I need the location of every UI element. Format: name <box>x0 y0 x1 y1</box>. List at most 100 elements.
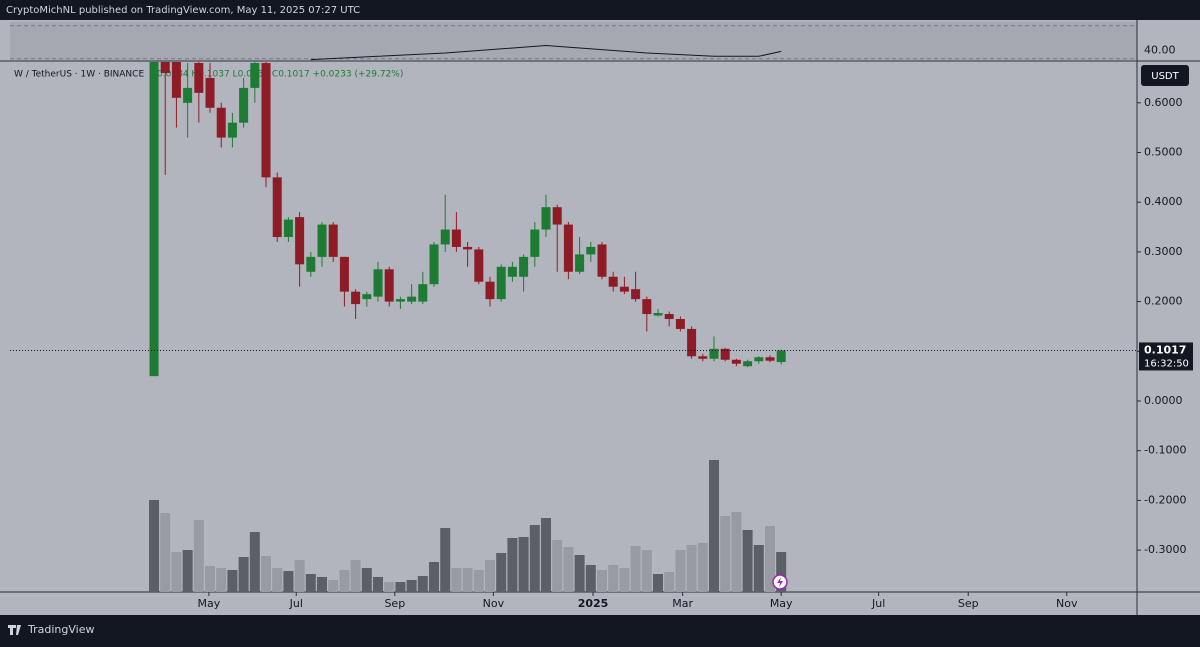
candle-body <box>306 256 316 272</box>
volume-bar <box>406 580 417 592</box>
volume-bar <box>574 555 585 592</box>
x-tick-label: Nov <box>483 597 505 610</box>
candle-body <box>283 219 293 237</box>
candle-body <box>440 229 450 245</box>
volume-bar <box>384 582 395 592</box>
candle-body <box>250 63 260 88</box>
symbol: W / TetherUS · 1W · BINANCE <box>14 70 144 80</box>
currency-box <box>1141 65 1189 86</box>
candle-body <box>765 357 775 361</box>
x-tick-label: Jul <box>871 597 885 610</box>
volume-bar <box>652 574 663 592</box>
volume-bar <box>395 582 406 592</box>
volume-bar <box>641 550 652 592</box>
volume-bar <box>283 571 294 592</box>
x-tick-label: Sep <box>384 597 405 610</box>
candle-body <box>239 87 249 123</box>
candle-body <box>395 299 405 302</box>
volume-bar <box>473 570 484 592</box>
rsi-line <box>310 45 782 61</box>
volume-bar <box>742 530 753 592</box>
volume-bar <box>216 568 227 592</box>
candle-body <box>631 289 641 300</box>
candle-body <box>351 291 361 305</box>
candle-body <box>463 246 473 250</box>
volume-bar <box>249 532 260 592</box>
volume-bar <box>764 526 775 592</box>
volume-bar <box>373 577 384 592</box>
volume-bar <box>541 518 552 592</box>
x-tick-label: Sep <box>958 597 979 610</box>
volume-bar <box>261 556 272 592</box>
volume-bar <box>630 546 641 592</box>
candle-body <box>608 276 618 287</box>
volume-bar <box>507 538 518 592</box>
candle-body <box>653 313 663 316</box>
y-tick-label: 0.3000 <box>1144 245 1183 258</box>
volume-bar <box>451 568 462 592</box>
countdown: 16:32:50 <box>1144 358 1189 369</box>
candle-body <box>776 350 786 363</box>
candle-body <box>720 348 730 360</box>
candle-body <box>530 229 540 257</box>
candle-body <box>261 63 271 178</box>
candle-body <box>429 244 439 285</box>
y-tick-label: -0.1000 <box>1144 444 1186 457</box>
volume-bar <box>205 566 216 592</box>
ohlc-legend: O0.0784 H0.1037 L0.0734 C0.1017 +0.0233 … <box>150 70 403 80</box>
candle-body <box>384 269 394 302</box>
y-tick-label: 0.0000 <box>1144 394 1183 407</box>
volume-bar <box>563 547 574 592</box>
y-tick-label: 0.4000 <box>1144 195 1183 208</box>
candle-body <box>597 244 607 277</box>
volume-bar <box>339 570 350 592</box>
volume-bar <box>753 545 764 592</box>
volume-bar <box>294 560 305 592</box>
volume-bar <box>328 580 339 592</box>
volume-bar <box>462 568 473 592</box>
candle-body <box>183 87 193 103</box>
candle-body <box>205 77 215 108</box>
x-tick-label: May <box>198 597 221 610</box>
volume-bar <box>529 525 540 592</box>
volume-bar <box>238 557 249 592</box>
candle-body <box>227 122 237 138</box>
publisher: CryptoMichNL published on TradingView.co… <box>6 5 360 16</box>
event-icon-bolt <box>777 577 783 587</box>
candle-body <box>272 177 282 237</box>
volume-bar <box>485 560 496 592</box>
candle-body <box>194 63 204 93</box>
candle-body <box>541 207 551 230</box>
volume-bar <box>664 572 675 592</box>
last-price-box <box>1139 342 1193 371</box>
candle-body <box>743 361 753 367</box>
volume-bar <box>417 576 428 592</box>
currency: USDT <box>1151 71 1179 82</box>
last-price-label: 0.1017 <box>1144 343 1186 356</box>
footer <box>0 615 1200 643</box>
candle-body <box>709 348 719 359</box>
candle-body <box>519 256 529 277</box>
y-tick-label: -0.2000 <box>1144 493 1186 506</box>
candle-body <box>507 266 517 277</box>
candle-body <box>295 217 305 265</box>
candle-body <box>687 328 697 357</box>
volume-bar <box>350 560 361 592</box>
y-tick-label: 0.5000 <box>1144 146 1183 159</box>
volume-bar <box>619 568 630 592</box>
x-tick-label: May <box>770 597 793 610</box>
candle-body <box>171 62 181 98</box>
volume-bar <box>429 562 440 592</box>
volume-bar <box>149 500 160 592</box>
volume-bar <box>552 540 563 592</box>
volume-bar <box>272 568 283 592</box>
volume-bar <box>361 568 372 592</box>
candle-body <box>642 299 652 315</box>
candle-body <box>474 249 484 282</box>
candle-body <box>675 318 685 329</box>
top-bar <box>0 0 1200 20</box>
volume-bar <box>686 545 697 592</box>
volume-bar <box>496 553 507 592</box>
